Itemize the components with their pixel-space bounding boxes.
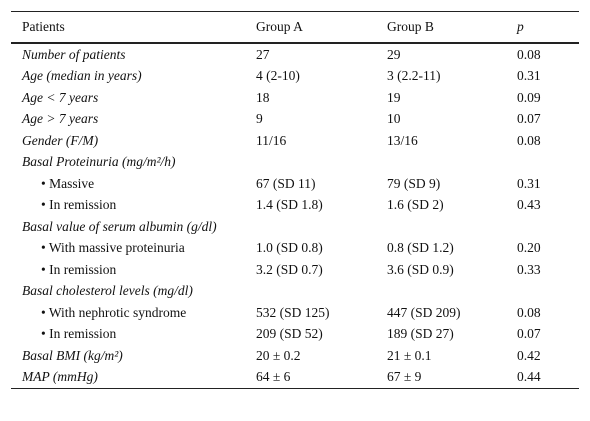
table-row: Gender (F/M) 11/16 13/16 0.08: [11, 130, 579, 152]
cell: 18: [256, 89, 270, 105]
cell: 0.44: [506, 366, 579, 389]
cell: 0.31: [517, 175, 541, 191]
cell: [245, 281, 376, 303]
row-label: Massive: [11, 173, 245, 195]
cell: 0.43: [517, 197, 541, 213]
cell: 0.31: [517, 68, 541, 84]
table-row: In remission 1.4 (SD 1.8) 1.6 (SD 2) 0.43: [11, 195, 579, 217]
row-label: In remission: [11, 324, 245, 346]
row-label: MAP (mmHg): [11, 366, 245, 389]
table-row: Massive 67 (SD 11) 79 (SD 9) 0.31: [11, 173, 579, 195]
header-row: Patients Group A Group B p: [11, 11, 579, 44]
row-label: Basal value of serum albumin (g/dl): [22, 218, 217, 234]
row-label: In remission: [11, 195, 245, 217]
data-table: Patients Group A Group B p Number of pat…: [11, 11, 579, 389]
header-cell: Patients: [11, 11, 245, 44]
cell: 13/16: [387, 132, 418, 148]
row-label: In remission: [11, 259, 245, 281]
row-label: Number of patients: [22, 46, 126, 62]
cell: 189 (SD 27): [387, 326, 454, 342]
table-row: Age (median in years) 4 (2-10) 3 (2.2-11) 0…: [11, 66, 579, 88]
row-label: Gender (F/M): [22, 132, 99, 148]
cell: 0.42: [517, 347, 541, 363]
cell: 21 ± 0.1: [387, 347, 432, 363]
cell: 27: [256, 46, 270, 62]
cell: 29: [387, 46, 401, 62]
cell: 3.2 (SD 0.7): [256, 261, 323, 277]
table-row: With massive proteinuria 1.0 (SD 0.8) 0.8 …: [11, 238, 579, 260]
cell: [506, 281, 579, 303]
cell: 209 (SD 52): [256, 326, 323, 342]
cell: 20 ± 0.2: [256, 347, 301, 363]
table-row: Number of patients 27 29 0.08: [11, 43, 579, 66]
cell: [245, 216, 376, 238]
table-row: Basal value of serum albumin (g/dl): [11, 216, 579, 238]
cell: [506, 152, 579, 174]
table-row: With nephrotic syndrome 532 (SD 125) 447 (…: [11, 302, 579, 324]
table-row: Basal BMI (kg/m²) 20 ± 0.2 21 ± 0.1 0.42: [11, 345, 579, 367]
cell: 3 (2.2-11): [387, 68, 441, 84]
cell: [376, 216, 506, 238]
cell: 0.09: [517, 89, 541, 105]
cell: 67 (SD 11): [256, 175, 316, 191]
cell: 0.33: [517, 261, 541, 277]
row-label: Basal Proteinuria (mg/m²/h): [22, 154, 176, 170]
row-label: With massive proteinuria: [11, 238, 245, 260]
table-row: Basal Proteinuria (mg/m²/h): [11, 152, 579, 174]
row-label: Age (median in years): [22, 68, 142, 84]
cell: 1.4 (SD 1.8): [256, 197, 323, 213]
cell: 447 (SD 209): [387, 304, 461, 320]
cell: 0.08: [517, 132, 541, 148]
cell: 0.07: [517, 326, 541, 342]
row-label: With nephrotic syndrome: [11, 302, 245, 324]
table-body: Number of patients 27 29 0.08 Age (median in…: [11, 43, 579, 389]
cell: 79 (SD 9): [387, 175, 441, 191]
row-label: Basal BMI (kg/m²): [22, 347, 123, 363]
table-row: Age < 7 years 18 19 0.09: [11, 87, 579, 109]
header-cell: p: [506, 11, 579, 44]
cell: 67 ± 9: [376, 366, 506, 389]
cell: [245, 152, 376, 174]
cell: 9: [256, 111, 263, 127]
cell: [376, 281, 506, 303]
table-row: In remission 3.2 (SD 0.7) 3.6 (SD 0.9) 0.33: [11, 259, 579, 281]
cell: 1.6 (SD 2): [387, 197, 444, 213]
cell: 1.0 (SD 0.8): [256, 240, 323, 256]
cell: 3.6 (SD 0.9): [387, 261, 454, 277]
cell: [376, 152, 506, 174]
table-row: In remission 209 (SD 52) 189 (SD 27) 0.07: [11, 324, 579, 346]
cell: 0.08: [517, 46, 541, 62]
cell: 0.08: [517, 304, 541, 320]
cell: 532 (SD 125): [256, 304, 330, 320]
row-label: Age > 7 years: [22, 111, 99, 127]
header-cell: Group B: [376, 11, 506, 44]
row-label: Age < 7 years: [22, 89, 99, 105]
cell: [506, 216, 579, 238]
table-row: Basal cholesterol levels (mg/dl): [11, 281, 579, 303]
cell: 0.07: [517, 111, 541, 127]
table-row: Age > 7 years 9 10 0.07: [11, 109, 579, 131]
cell: 10: [387, 111, 401, 127]
cell: 11/16: [256, 132, 287, 148]
cell: 64 ± 6: [245, 366, 376, 389]
cell: 4 (2-10): [256, 68, 300, 84]
cell: 0.20: [517, 240, 541, 256]
row-label: Basal cholesterol levels (mg/dl): [22, 283, 193, 299]
cell: 19: [387, 89, 401, 105]
header-cell: Group A: [245, 11, 376, 44]
table-row: MAP (mmHg) 64 ± 6 67 ± 9 0.44: [11, 366, 579, 389]
cell: 0.8 (SD 1.2): [387, 240, 454, 256]
